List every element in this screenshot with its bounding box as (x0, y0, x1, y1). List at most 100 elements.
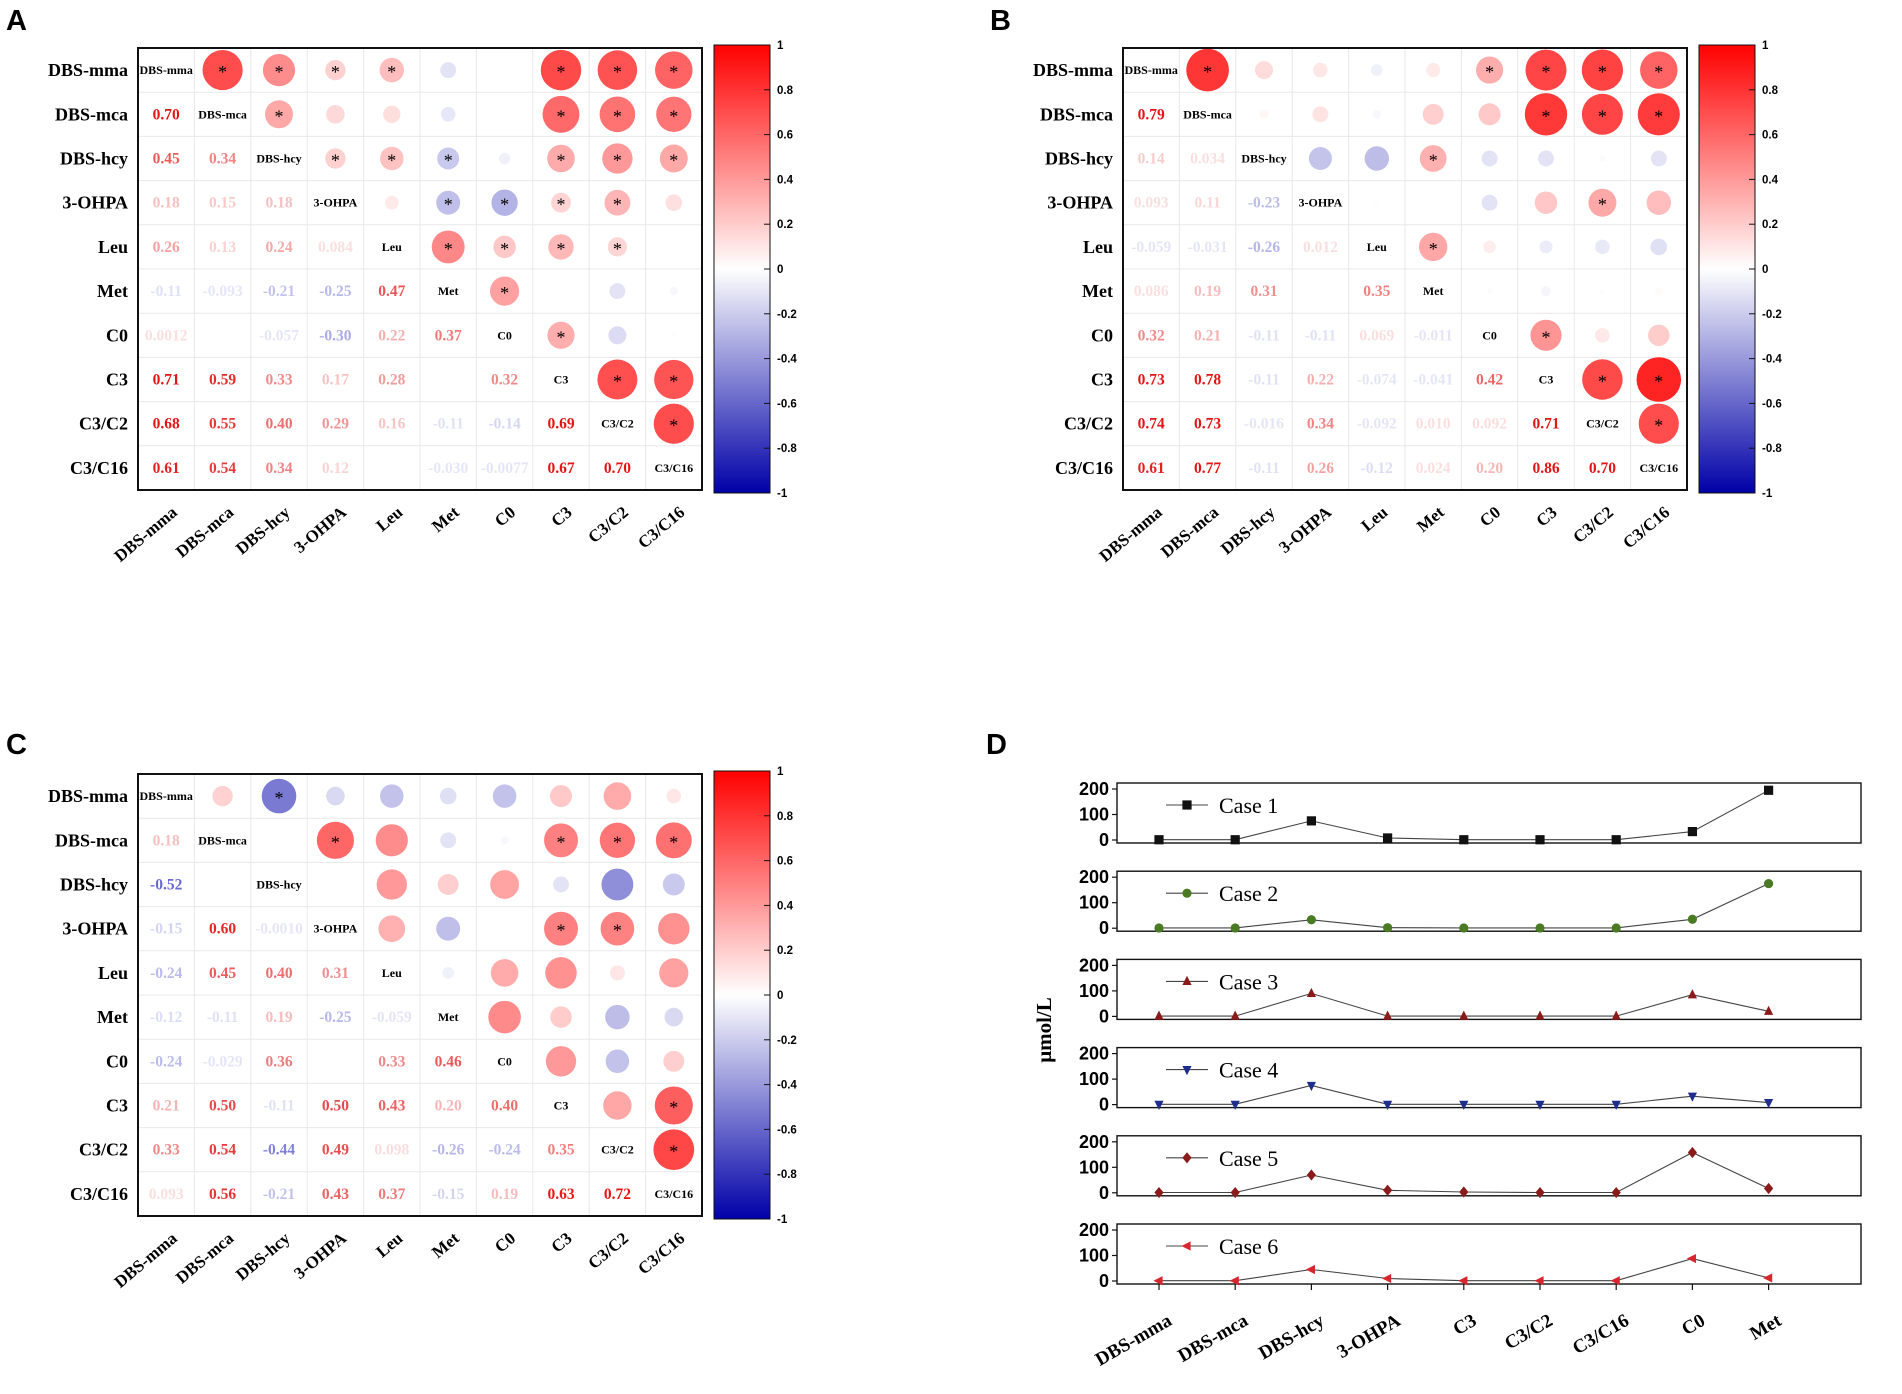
correlation-value: 0.37 (435, 327, 462, 344)
significance-star: * (1429, 151, 1438, 171)
correlation-value: 0.45 (153, 151, 180, 168)
correlation-circle (553, 876, 569, 893)
correlation-circle (601, 868, 634, 901)
row-label: C3/C16 (1055, 458, 1113, 478)
correlation-circle (551, 192, 571, 213)
correlation-value: 0.74 (1138, 416, 1165, 433)
x-category-label: C3/C2 (1501, 1310, 1556, 1354)
correlation-value: 0.084 (318, 239, 353, 256)
correlation-circle (1426, 63, 1441, 78)
diagonal-label: 3-OHPA (1299, 196, 1343, 210)
colorbar-tick-label: -0.4 (1762, 354, 1782, 366)
significance-star: * (613, 372, 622, 392)
row-label: C3/C16 (70, 1184, 128, 1204)
correlation-circle (654, 359, 694, 400)
correlation-circle (653, 1129, 695, 1171)
legend-label: Case 1 (1219, 793, 1278, 818)
legend-label: Case 2 (1219, 881, 1278, 906)
data-point-marker (1534, 1276, 1544, 1286)
correlation-value: 0.56 (209, 1186, 236, 1203)
colorbar-tick-label: 1 (777, 40, 784, 52)
correlation-circle (1599, 155, 1606, 162)
subplot-frame (1116, 1046, 1862, 1109)
column-label: Leu (1357, 503, 1391, 536)
y-tick-label: 200 (1079, 779, 1109, 799)
correlation-circle (609, 283, 626, 300)
correlation-value: 0.54 (209, 1142, 236, 1159)
correlation-circle (384, 195, 399, 210)
data-point-marker (1182, 888, 1192, 898)
correlation-circle (663, 1050, 685, 1072)
subplot-frame (1116, 782, 1862, 844)
significance-star: * (387, 151, 396, 171)
correlation-value: 0.34 (265, 460, 292, 477)
significance-star: * (275, 788, 284, 808)
diagonal-label: C3/C16 (654, 461, 693, 475)
colorbar-c (713, 770, 771, 1220)
correlation-value: 0.70 (153, 106, 180, 123)
correlation-circle (540, 49, 582, 91)
correlation-circle (1481, 194, 1498, 211)
colorbar-tick-label: -0.8 (777, 443, 797, 455)
column-label: DBS-hcy (232, 1228, 294, 1284)
correlation-value: 0.19 (1194, 283, 1221, 300)
diagonal-label: DBS-mma (140, 63, 193, 77)
significance-star: * (1654, 372, 1663, 392)
row-label: DBS-hcy (1045, 149, 1113, 169)
data-point-marker (1458, 1276, 1468, 1286)
correlation-circle (325, 59, 346, 81)
row-label: DBS-mca (55, 830, 128, 850)
correlation-circle (490, 870, 519, 899)
y-tick-label: 0 (1099, 1271, 1109, 1291)
correlation-circle (488, 1000, 521, 1034)
correlation-value: 0.18 (153, 195, 180, 212)
diagonal-label: C3/C2 (601, 1143, 634, 1157)
correlation-value: 0.72 (604, 1186, 631, 1203)
correlation-value: 0.36 (265, 1053, 292, 1070)
correlation-value: 0.49 (322, 1142, 349, 1159)
correlation-circle (1419, 145, 1447, 172)
correlation-circle (380, 146, 404, 171)
significance-star: * (1654, 106, 1663, 126)
data-point-marker (1230, 835, 1240, 845)
x-category-label: DBS-mca (1174, 1310, 1252, 1367)
correlation-circle (1374, 200, 1380, 206)
correlation-value: -0.041 (1413, 372, 1453, 389)
correlation-value: 0.034 (1190, 151, 1225, 168)
correlation-value: -0.031 (1188, 239, 1228, 256)
data-point-marker (1230, 1100, 1240, 1110)
y-tick-label: 200 (1079, 1132, 1109, 1152)
correlation-value: -0.12 (150, 1009, 183, 1026)
significance-star: * (1485, 62, 1494, 82)
correlation-value: -0.0077 (481, 460, 529, 477)
column-label: C3 (547, 1229, 575, 1257)
data-point-marker (1687, 1092, 1697, 1102)
correlation-value: 0.73 (1194, 416, 1221, 433)
diagonal-label: Leu (382, 240, 402, 254)
diagonal-label: DBS-mca (1183, 107, 1232, 121)
correlation-value: -0.030 (428, 460, 468, 477)
significance-star: * (557, 832, 566, 852)
significance-star: * (331, 62, 340, 82)
colorbar-tick-label: -0.4 (777, 354, 797, 366)
colorbar-tick-label: 0.6 (777, 130, 793, 142)
diagonal-label: DBS-mca (198, 107, 247, 121)
data-point-marker (1182, 1152, 1192, 1164)
correlation-circle (550, 1006, 572, 1028)
correlation-value: -0.11 (263, 1098, 294, 1115)
data-point-marker (1306, 1169, 1316, 1181)
correlation-circle (544, 823, 578, 858)
column-label: Leu (372, 503, 406, 536)
row-label: Met (1082, 281, 1113, 301)
subplot-frame (1116, 1223, 1862, 1285)
column-label: C3/C2 (1569, 503, 1617, 547)
plot-frame (137, 47, 703, 491)
correlation-circle (378, 915, 406, 943)
diagonal-label: Met (438, 284, 459, 298)
correlation-value: 0.32 (491, 372, 518, 389)
data-point-marker (1687, 1146, 1697, 1159)
correlation-value: -0.21 (263, 283, 295, 300)
correlation-value: 0.70 (1589, 460, 1616, 477)
correlation-circle (376, 869, 407, 900)
